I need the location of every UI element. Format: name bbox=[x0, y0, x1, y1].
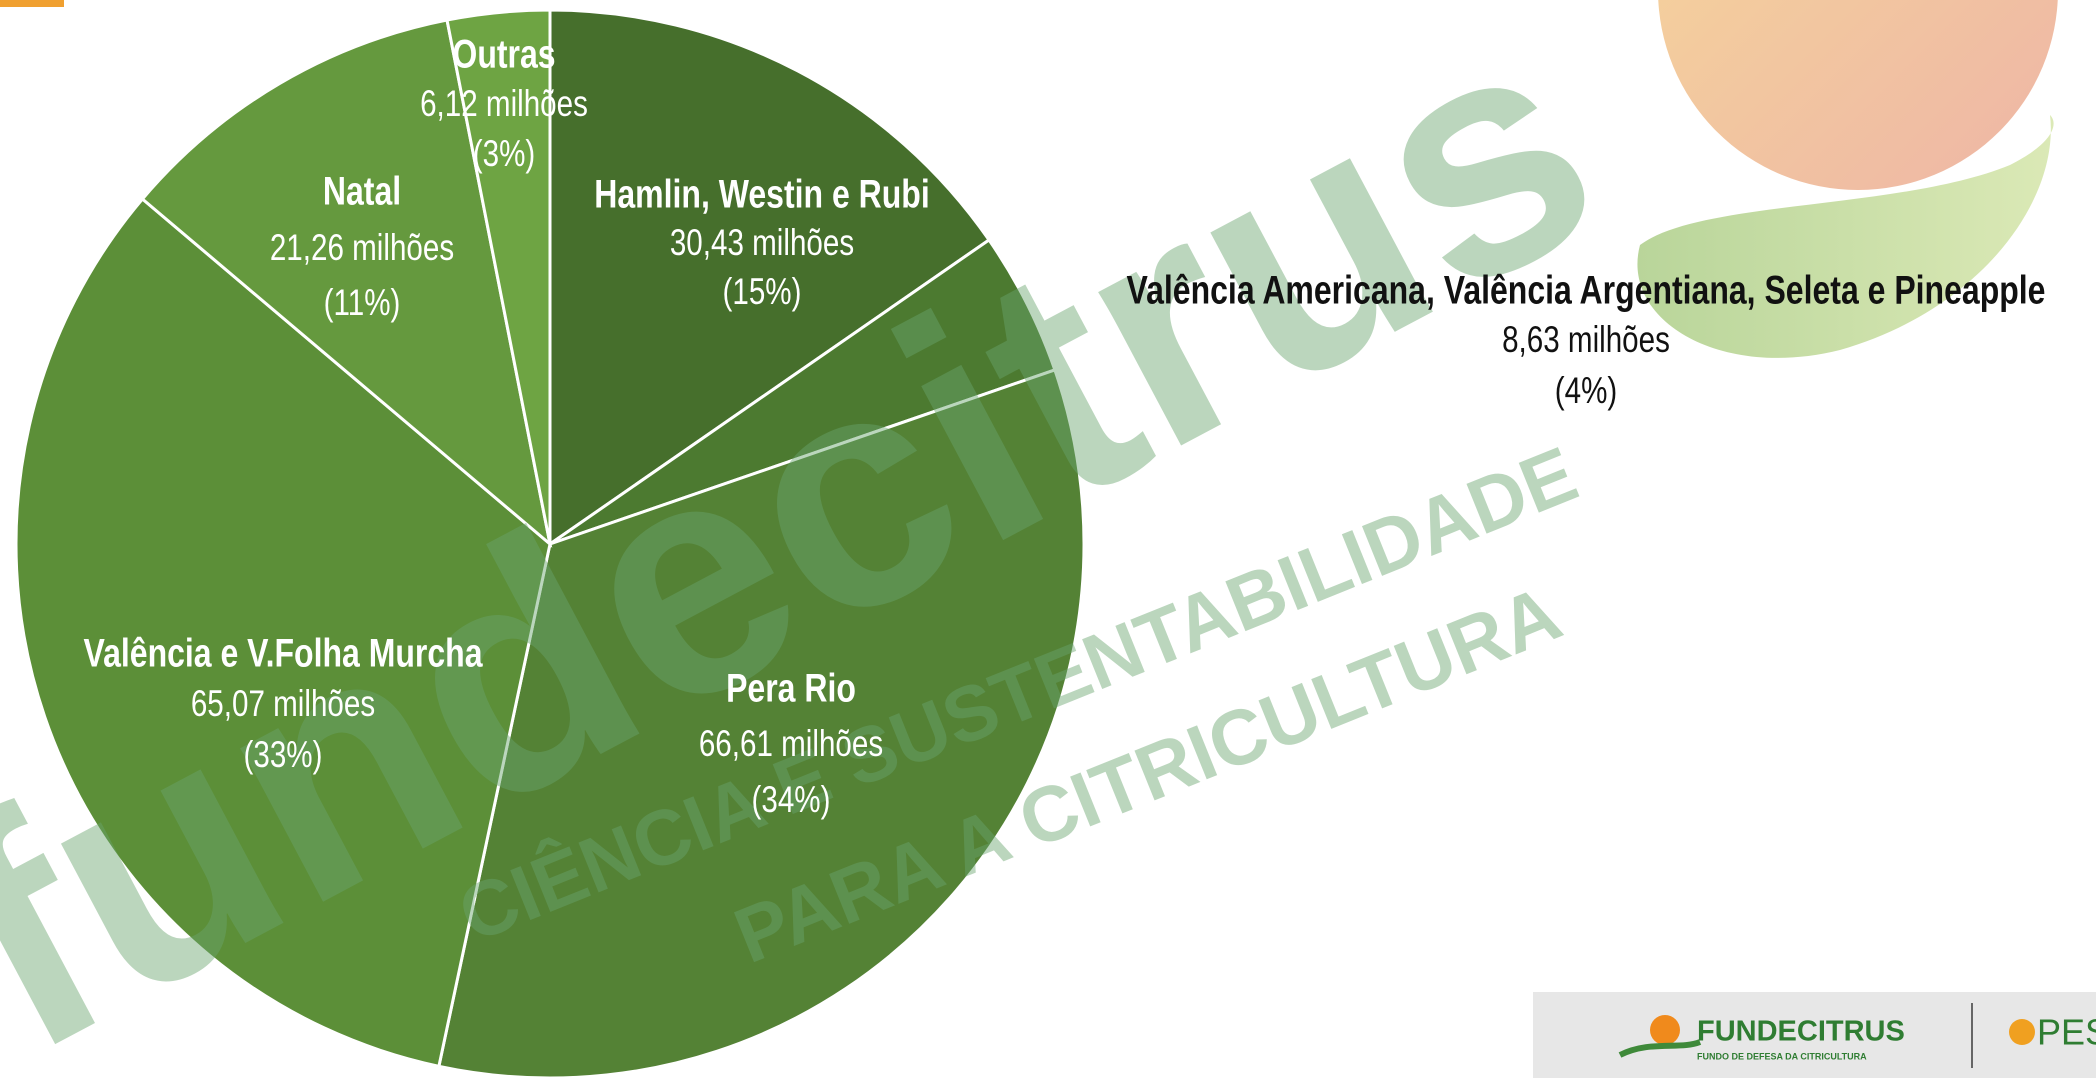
slice-share-label: (3%) bbox=[473, 133, 536, 174]
slice-label: Valência e V.Folha Murcha bbox=[84, 632, 484, 676]
logo-partner: PES bbox=[2037, 1012, 2096, 1053]
slice-share-label: (11%) bbox=[324, 282, 401, 323]
slice-label: Natal bbox=[323, 170, 401, 214]
slice-label: Valência Americana, Valência Argentiana,… bbox=[1127, 269, 2046, 313]
slice-share-label: (34%) bbox=[752, 779, 831, 820]
slice-label: Pera Rio bbox=[726, 667, 856, 711]
slice-label: Hamlin, Westin e Rubi bbox=[594, 173, 929, 217]
logo-icon bbox=[1650, 1015, 1680, 1045]
logo-icon bbox=[2009, 1019, 2035, 1045]
logo-subtitle: FUNDO DE DEFESA DA CITRICULTURA bbox=[1697, 1051, 1867, 1061]
slice-value-label: 30,43 milhões bbox=[670, 222, 854, 263]
slice-value-label: 21,26 milhões bbox=[270, 227, 454, 268]
slice-share-label: (4%) bbox=[1555, 370, 1618, 411]
logo-name: FUNDECITRUS bbox=[1697, 1016, 1905, 1048]
slice-value-label: 65,07 milhões bbox=[191, 683, 375, 724]
slice-value-label: 6,12 milhões bbox=[420, 83, 588, 124]
slice-value-label: 66,61 milhões bbox=[699, 723, 883, 764]
slice-label: Outras bbox=[452, 33, 555, 77]
page: {"chart_data": {"type": "pie", "categori… bbox=[0, 0, 2096, 1078]
logo: FUNDECITRUS FUNDO DE DEFESA DA CITRICULT… bbox=[1533, 992, 2096, 1078]
slice-value-label: 8,63 milhões bbox=[1502, 319, 1670, 360]
decor-circle bbox=[1658, 0, 2058, 190]
slice-share-label: (33%) bbox=[244, 734, 323, 775]
chart: fundecitrus CIÊNCIA E SUSTENTABILIDADE P… bbox=[0, 0, 2096, 1078]
accent-bar bbox=[0, 0, 64, 7]
slice-share-label: (15%) bbox=[723, 271, 802, 312]
